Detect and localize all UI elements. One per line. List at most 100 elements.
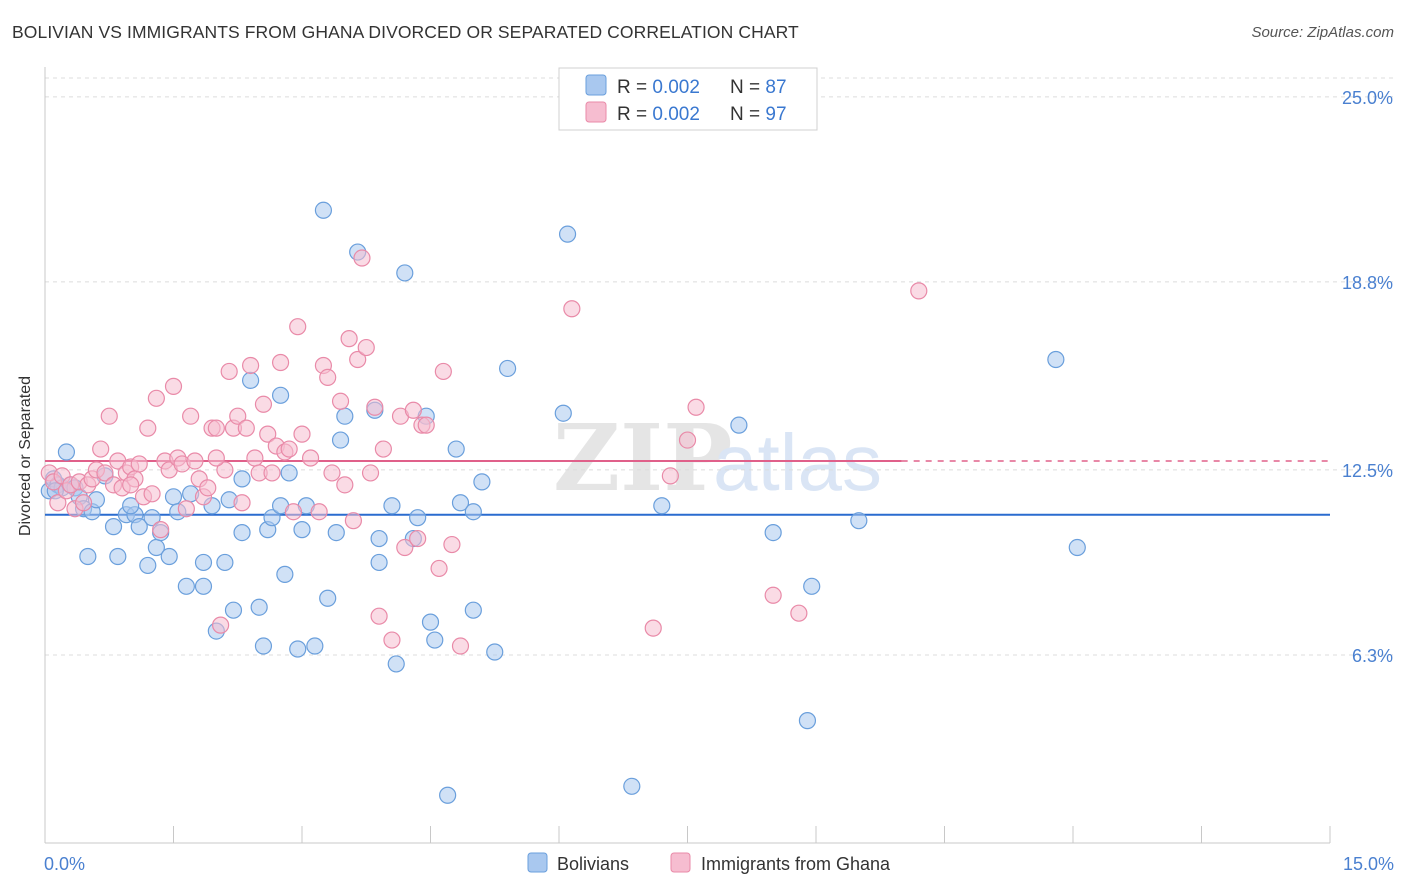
point-ghana (293, 425, 311, 443)
point-ghana (644, 619, 662, 637)
legend-n-label: N = 87 (730, 77, 787, 98)
point-bolivians (233, 470, 251, 488)
point-bolivians (276, 565, 294, 583)
legend-n-label: N = 97 (730, 104, 787, 125)
data-points (40, 201, 1086, 804)
point-bolivians (439, 786, 457, 804)
point-ghana (289, 318, 307, 336)
point-bolivians (558, 225, 577, 243)
point-bolivians (451, 494, 470, 512)
point-ghana (310, 503, 328, 521)
source-credit: Source: ZipAtlas.com (1251, 24, 1394, 41)
point-bolivians (1047, 350, 1065, 369)
point-ghana (353, 249, 371, 267)
point-bolivians (263, 509, 281, 527)
legend-r-label: R = 0.002 (617, 77, 700, 98)
point-bolivians (623, 777, 641, 795)
point-ghana (49, 494, 67, 512)
legend-swatch-ghana (585, 101, 607, 123)
point-bolivians (122, 497, 140, 515)
point-bolivians (233, 524, 251, 542)
point-ghana (233, 494, 251, 512)
point-ghana (404, 401, 422, 419)
point-ghana (284, 503, 303, 521)
x-tick-label: 15.0% (1343, 854, 1394, 874)
point-ghana (207, 449, 225, 467)
point-bolivians (160, 547, 178, 566)
point-ghana (96, 464, 114, 482)
point-bolivians (271, 386, 290, 404)
point-ghana (207, 419, 225, 437)
point-ghana (661, 467, 679, 485)
point-ghana (229, 407, 247, 425)
point-bolivians (289, 640, 307, 658)
legend: R = 0.002 N = 87 R = 0.002 N = 97 (558, 67, 818, 131)
point-ghana (374, 440, 392, 458)
point-bolivians (370, 529, 388, 548)
point-bolivians (850, 512, 868, 530)
point-ghana (143, 485, 161, 503)
point-ghana (186, 452, 204, 470)
point-ghana (254, 395, 273, 413)
point-ghana (409, 529, 427, 548)
point-ghana (147, 389, 165, 407)
point-bolivians (499, 359, 517, 378)
point-ghana (430, 559, 448, 578)
point-ghana (340, 330, 358, 348)
point-bolivians (336, 407, 354, 425)
point-ghana (344, 512, 362, 530)
point-bolivians (250, 598, 268, 616)
point-ghana (790, 604, 808, 622)
point-bolivians (464, 601, 482, 619)
point-bolivians (396, 264, 414, 282)
x-tick-label: 0.0% (44, 854, 85, 874)
point-bolivians (79, 547, 97, 566)
point-ghana (271, 353, 290, 372)
point-bolivians (421, 613, 440, 631)
point-ghana (366, 398, 384, 416)
point-ghana (678, 431, 697, 449)
chart-title: BOLIVIAN VS IMMIGRANTS FROM GHANA DIVORC… (12, 22, 799, 42)
y-tick-label: 12.5% (1342, 461, 1393, 481)
point-bolivians (194, 577, 213, 595)
point-bolivians (139, 556, 157, 575)
point-ghana (301, 449, 320, 467)
point-ghana (182, 407, 200, 425)
point-ghana (199, 479, 217, 497)
point-ghana (74, 494, 93, 512)
y-tick-label: 6.3% (1352, 646, 1393, 666)
point-ghana (92, 440, 110, 458)
point-ghana (139, 419, 157, 437)
point-bolivians (409, 509, 427, 527)
point-bolivians (319, 589, 337, 607)
point-bolivians (104, 518, 123, 536)
point-ghana (687, 398, 705, 416)
point-ghana (563, 300, 581, 318)
legend-n-value: 87 (765, 77, 786, 98)
point-ghana (357, 338, 375, 357)
point-ghana (370, 607, 388, 625)
point-ghana (764, 586, 782, 604)
point-bolivians (177, 577, 195, 595)
point-bolivians (109, 547, 127, 566)
bottom-legend-label-bolivians: Bolivians (557, 854, 629, 874)
point-bolivians (1068, 538, 1086, 557)
point-ghana (349, 350, 367, 369)
point-ghana (361, 464, 380, 482)
bottom-legend: Bolivians Immigrants from Ghana (527, 852, 891, 874)
legend-r-value: 0.002 (652, 104, 700, 125)
bottom-legend-swatch-bolivians (527, 852, 548, 873)
point-ghana (246, 449, 264, 467)
watermark-zip: ZIP (553, 404, 732, 512)
point-bolivians (130, 518, 148, 536)
point-bolivians (194, 553, 213, 572)
point-ghana (259, 425, 277, 443)
point-ghana (434, 362, 452, 381)
point-bolivians (383, 497, 401, 515)
point-bolivians (803, 577, 821, 595)
point-bolivians (280, 464, 298, 482)
point-bolivians (464, 503, 482, 521)
point-bolivians (486, 643, 504, 661)
tick-labels: 6.3% 12.5% 18.8% 25.0% 0.0% 15.0% (44, 88, 1394, 874)
